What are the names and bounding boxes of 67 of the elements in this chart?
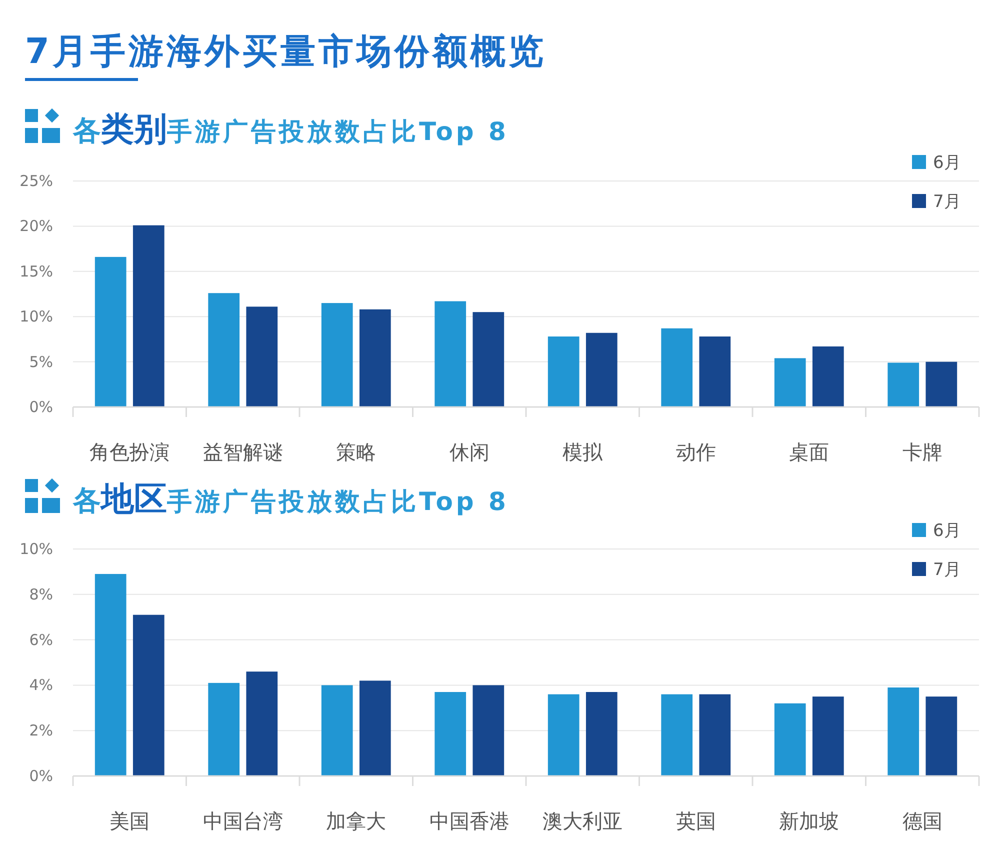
y-tick-label: 4% (29, 676, 53, 694)
x-tick-label: 德国 (902, 809, 942, 833)
bar (586, 332, 618, 407)
bar (699, 336, 731, 407)
bar (774, 358, 806, 407)
bar (812, 696, 844, 776)
bar (434, 692, 466, 776)
x-tick-label: 中国香港 (429, 809, 510, 833)
x-tick-label: 益智解谜 (202, 440, 283, 464)
bar (321, 303, 353, 407)
bar (661, 328, 693, 407)
bar (586, 692, 618, 776)
x-tick-label: 澳大利亚 (542, 809, 623, 833)
y-tick-label: 0% (29, 767, 53, 785)
bar (888, 362, 920, 407)
legend-label: 7月 (933, 192, 961, 212)
x-tick-label: 模拟 (562, 440, 604, 464)
legend-label: 6月 (933, 153, 961, 173)
bar (774, 703, 806, 776)
bar (246, 306, 278, 407)
bar (926, 362, 958, 407)
bar (132, 614, 164, 776)
bar (359, 309, 391, 407)
x-tick-label: 角色扮演 (90, 440, 170, 464)
y-tick-label: 2% (29, 722, 53, 740)
bar (812, 346, 844, 407)
y-tick-label: 15% (20, 262, 53, 280)
chart-title: 各地区手游广告投放数占比Top 8 (72, 479, 509, 518)
legend-label: 6月 (933, 521, 961, 541)
bar (472, 312, 504, 407)
bar (888, 687, 920, 776)
bar (132, 225, 164, 407)
bar (548, 336, 580, 407)
y-tick-label: 25% (20, 172, 53, 190)
x-tick-label: 美国 (110, 809, 150, 833)
bar (94, 256, 126, 407)
bar (208, 682, 240, 776)
y-tick-label: 20% (20, 217, 53, 236)
bar (699, 694, 731, 776)
y-tick-label: 10% (20, 540, 53, 558)
x-tick-label: 卡牌 (902, 440, 942, 464)
x-tick-label: 休闲 (449, 440, 490, 464)
bar (548, 694, 580, 776)
bar (94, 574, 126, 776)
x-tick-label: 英国 (676, 809, 716, 833)
bar (926, 696, 958, 776)
x-tick-label: 策略 (336, 440, 376, 464)
chart-title: 7月手游海外买量市场份额概览 (25, 32, 546, 72)
y-tick-label: 6% (29, 630, 53, 649)
bar (472, 685, 504, 776)
y-tick-label: 8% (29, 585, 53, 604)
bar (208, 293, 240, 407)
x-tick-label: 动作 (676, 440, 716, 464)
y-tick-label: 10% (20, 308, 53, 326)
x-tick-label: 桌面 (789, 440, 830, 464)
y-tick-label: 0% (29, 398, 53, 416)
bar (359, 680, 391, 776)
chart-subtitle: 各类别手游广告投放数占比Top 8 (72, 109, 509, 148)
legend-label: 7月 (933, 560, 961, 580)
x-tick-label: 中国台湾 (202, 809, 283, 833)
y-tick-label: 5% (29, 352, 53, 371)
x-tick-label: 新加坡 (779, 809, 840, 833)
bar (321, 685, 353, 776)
x-tick-label: 加拿大 (326, 809, 386, 833)
bar (246, 672, 278, 776)
bar (434, 301, 466, 407)
bar (661, 694, 693, 776)
